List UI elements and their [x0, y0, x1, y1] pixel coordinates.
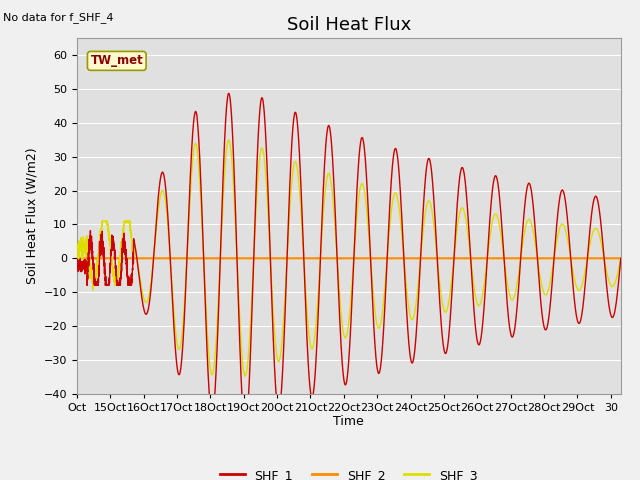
X-axis label: Time: Time — [333, 415, 364, 429]
Text: No data for f_SHF_4: No data for f_SHF_4 — [3, 12, 114, 23]
Y-axis label: Soil Heat Flux (W/m2): Soil Heat Flux (W/m2) — [25, 148, 38, 284]
Legend: SHF_1, SHF_2, SHF_3: SHF_1, SHF_2, SHF_3 — [214, 464, 483, 480]
Title: Soil Heat Flux: Soil Heat Flux — [287, 16, 411, 34]
Text: TW_met: TW_met — [90, 54, 143, 67]
